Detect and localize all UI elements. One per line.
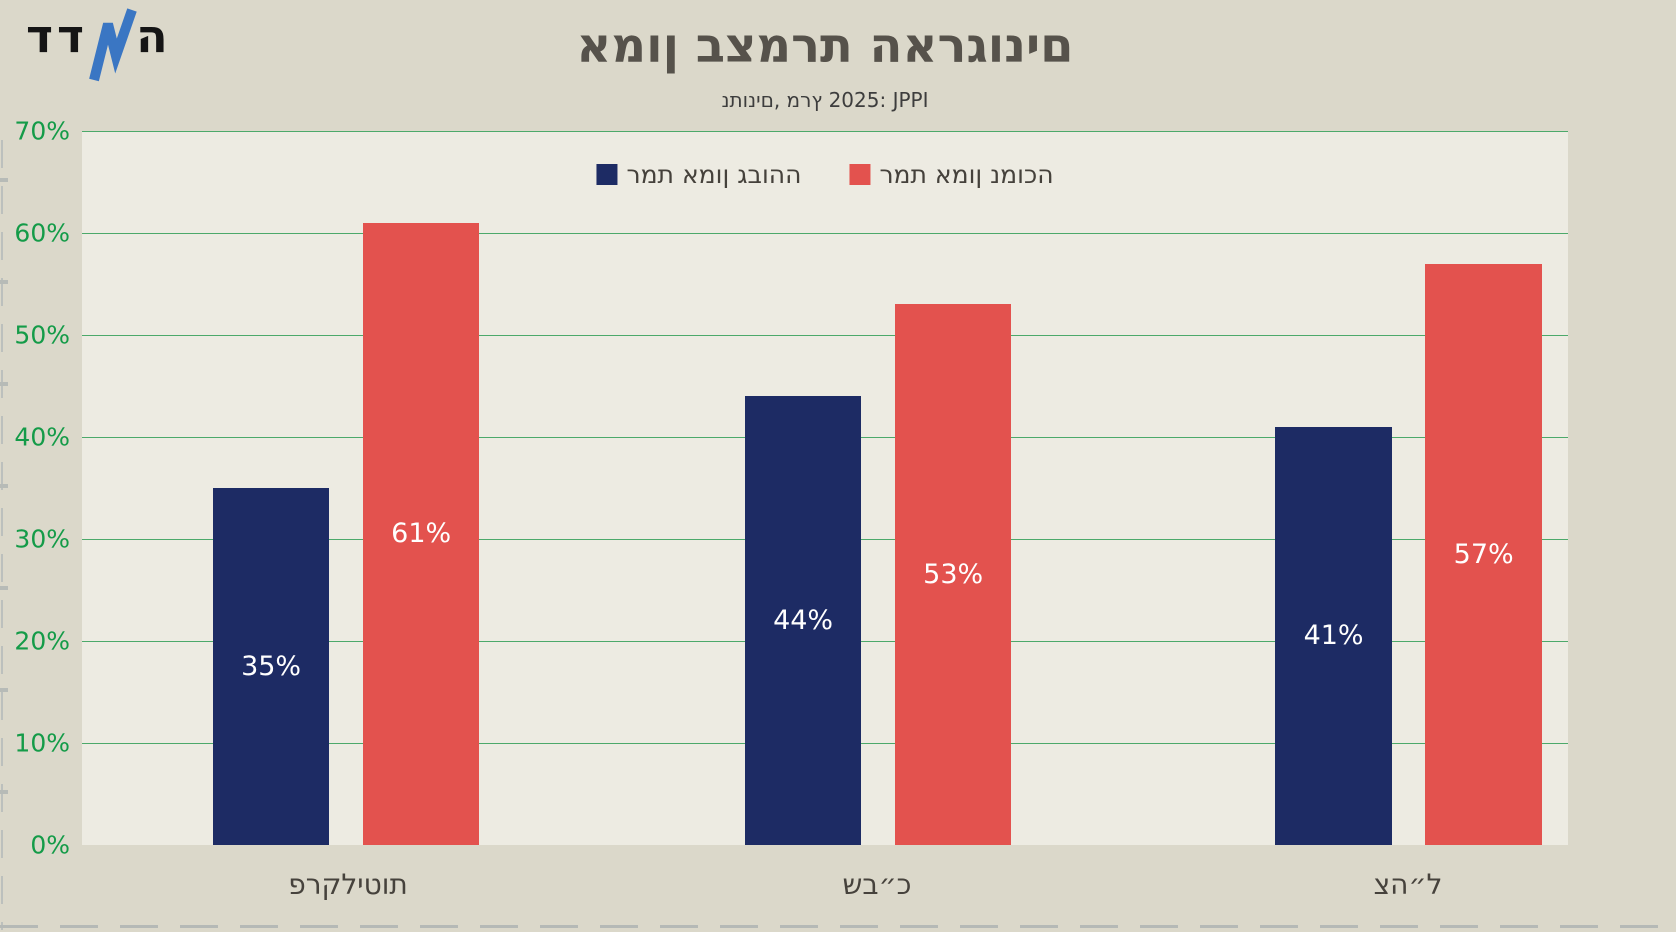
bar-value-label: 35% [241,651,302,682]
left-edge-ticks [0,131,8,845]
category-label-shabak: שב״כ [842,868,912,901]
logo-zigzag-icon [89,8,137,82]
y-tick-0: 0% [30,830,70,860]
category-label-idf: צה״ל [1373,868,1443,901]
logo-letter-he: ה [136,9,172,63]
bar-high-trust-prosecution: 35% [212,488,330,845]
plot-area: 35% 61% 44% 53% 41% 57% [82,131,1568,845]
y-tick-60: 60% [14,218,70,248]
logo-letters-dd: דד [26,9,89,63]
bar-value-label: 53% [923,559,984,591]
category-label-prosecution: פרקליטות [288,868,408,901]
gridline-60 [82,233,1568,234]
chart-title: אמון בצמרת הארגונים [576,18,1074,74]
hamadad-logo: דד ה [26,6,172,88]
bar-low-trust-shabak: 53% [894,304,1012,845]
y-axis: 70% 60% 50% 40% 30% 20% 10% 0% [0,117,76,860]
gridline-70 [82,131,1568,132]
legend-item-low-trust: רמת אמון נמוכה [849,160,1054,189]
bar-value-label: 41% [1303,620,1364,652]
bar-high-trust-idf: 41% [1275,426,1392,845]
chart-subtitle: נתונים, מרץ 2025: JPPI [721,88,929,112]
y-tick-70: 70% [14,116,70,146]
navy-swatch-icon [596,164,618,185]
bar-low-trust-prosecution: 61% [362,222,480,845]
y-tick-30: 30% [14,524,70,554]
bar-high-trust-shabak: 44% [744,396,862,845]
legend-label-high-trust: רמת אמון גבוהה [626,160,802,189]
bar-value-label: 57% [1453,538,1514,570]
bottom-edge-dashes [0,925,1676,928]
red-swatch-icon [849,164,871,185]
legend-label-low-trust: רמת אמון נמוכה [879,160,1054,189]
y-tick-40: 40% [14,422,70,452]
legend: רמת אמון גבוהה רמת אמון נמוכה [596,160,1054,189]
y-tick-50: 50% [14,320,70,350]
y-tick-20: 20% [14,626,70,656]
legend-item-high-trust: רמת אמון גבוהה [596,160,801,189]
gridline-50 [82,334,1568,336]
bar-low-trust-idf: 57% [1425,263,1542,845]
bar-value-label: 61% [391,518,452,550]
bar-value-label: 44% [773,605,834,637]
y-tick-10: 10% [14,728,70,758]
